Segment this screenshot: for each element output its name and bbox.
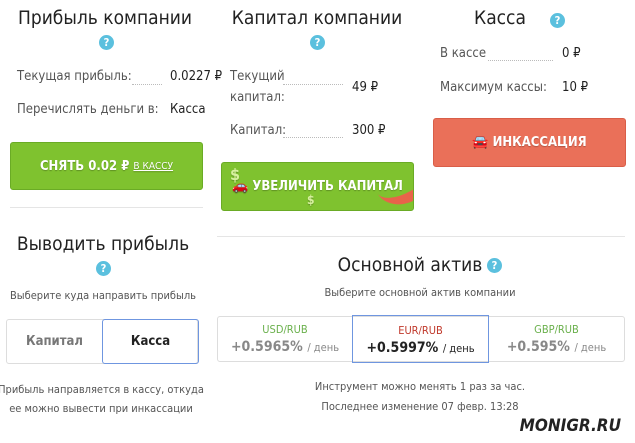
help-icon[interactable]: ? — [487, 258, 502, 273]
dots — [283, 84, 343, 85]
withdraw-subtitle: Выберите куда направить прибыль — [9, 289, 197, 302]
transfer-label: Перечислять деньги в: — [17, 102, 159, 117]
unit: / день — [307, 341, 340, 354]
rate: +0.5965% — [230, 339, 303, 355]
current-capital-label-2: капитал: — [230, 90, 285, 105]
max-cash-value: 10 ₽ — [562, 80, 589, 95]
option-cash[interactable]: Касса — [102, 319, 199, 364]
increase-capital-button[interactable]: $ $ 🚗 УВЕЛИЧИТЬ КАПИТАЛ — [221, 162, 414, 211]
car-icon: 🚗 — [232, 179, 253, 194]
watermark: MONIGR.RU — [519, 416, 621, 436]
max-cash-label: Максимум кассы: — [440, 80, 547, 95]
withdraw-button-label: СНЯТЬ 0.02 ₽ — [39, 158, 130, 174]
capital-value: 300 ₽ — [352, 123, 386, 138]
asset-eur[interactable]: EUR/RUB +0.5997% / день — [352, 315, 489, 363]
withdraw-button[interactable]: СНЯТЬ 0.02 ₽ В КАССУ — [10, 142, 203, 190]
unit: / день — [574, 341, 607, 354]
asset-title: Основной актив — [337, 254, 483, 276]
collection-button[interactable]: 🚘 ИНКАССАЦИЯ — [433, 118, 626, 167]
capital-label: Капитал: — [230, 123, 287, 138]
help-icon[interactable]: ? — [310, 35, 325, 50]
dots — [132, 84, 162, 85]
car-icon: 🚘 — [472, 135, 493, 150]
pair-label: USD/RUB — [262, 323, 308, 336]
collection-label: ИНКАССАЦИЯ — [492, 135, 587, 150]
in-cash-label: В кассе — [440, 46, 487, 61]
asset-gbp[interactable]: GBP/RUB +0.595% / день — [489, 317, 624, 361]
divider — [10, 207, 203, 208]
help-icon[interactable]: ? — [550, 13, 565, 28]
transfer-value: Касса — [170, 102, 206, 117]
help-icon[interactable]: ? — [99, 35, 114, 50]
help-icon[interactable]: ? — [96, 261, 111, 276]
asset-subtitle: Выберите основной актив компании — [324, 286, 516, 299]
profit-title: Прибыль компании — [17, 7, 193, 29]
pair-label: EUR/RUB — [398, 324, 443, 337]
current-profit-value: 0.0227 ₽ — [170, 69, 223, 84]
dots — [488, 60, 553, 61]
cash-title: Касса — [474, 7, 526, 29]
in-cash-value: 0 ₽ — [562, 46, 581, 61]
asset-note: Инструмент можно менять 1 раз за час. — [314, 380, 526, 393]
capital-title: Капитал компании — [231, 7, 403, 29]
asset-usd[interactable]: USD/RUB +0.5965% / день — [218, 317, 352, 361]
dots — [283, 137, 343, 138]
rate: +0.595% — [506, 339, 570, 355]
withdraw-note-2: ее можно вывести при инкассации — [9, 402, 193, 415]
current-capital-value: 49 ₽ — [352, 80, 379, 95]
option-capital[interactable]: Капитал — [26, 334, 83, 349]
current-profit-label: Текущая прибыль: — [17, 69, 132, 84]
dollar-sign-icon: $ — [307, 193, 315, 207]
dollar-sign-icon: $ — [230, 165, 241, 184]
withdraw-title: Выводить прибыль — [16, 233, 190, 255]
divider — [217, 236, 625, 237]
current-capital-label: Текущий — [230, 69, 285, 84]
asset-selector: USD/RUB +0.5965% / день EUR/RUB +0.5997%… — [217, 315, 625, 363]
increase-capital-label: УВЕЛИЧИТЬ КАПИТАЛ — [252, 179, 403, 194]
unit: / день — [442, 342, 475, 355]
to-cash-link[interactable]: В КАССУ — [133, 160, 174, 172]
withdraw-note: Прибыль направляется в кассу, откуда — [0, 383, 204, 396]
rate: +0.5997% — [366, 340, 439, 356]
pair-label: GBP/RUB — [534, 323, 579, 336]
asset-last-change: Последнее изменение 07 февр. 13:28 — [321, 400, 519, 413]
withdraw-toggle: Капитал Касса — [6, 319, 199, 364]
